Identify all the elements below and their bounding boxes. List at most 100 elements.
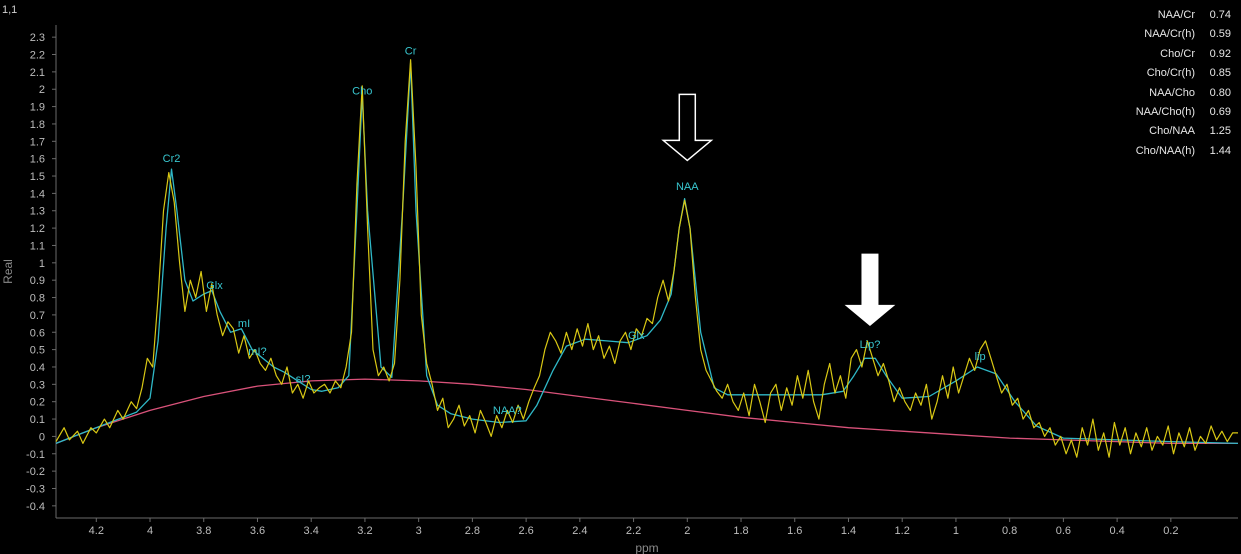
y-tick-label: 1.5: [30, 171, 45, 183]
y-tick-label: 1.6: [30, 154, 45, 166]
ratio-row: NAA/Cho 0.80: [1136, 84, 1231, 103]
y-tick-label: 2.1: [30, 67, 45, 79]
ratio-value: 0.69: [1209, 105, 1231, 118]
ratio-value: 0.74: [1209, 9, 1231, 21]
x-tick-label: 1: [953, 525, 959, 537]
x-axis-title: ppm: [635, 541, 658, 554]
y-tick-label: 1: [39, 258, 45, 270]
x-tick-label: 1.4: [841, 525, 856, 537]
y-tick-label: 2.2: [30, 50, 45, 62]
fit-series-line: [55, 62, 1239, 445]
x-tick-label: 0.2: [1163, 525, 1178, 537]
y-tick-label: 0.5: [30, 345, 45, 357]
ratio-name: Cho/Cr(h): [1146, 67, 1195, 80]
ratio-name: NAA/Cr: [1157, 9, 1195, 21]
x-tick-label: 2.4: [572, 525, 587, 537]
peak-label: Cr: [405, 46, 417, 58]
peak-label: mI?: [248, 346, 266, 358]
y-tick-label: 1.7: [30, 136, 45, 148]
y-tick-label: -0.3: [26, 483, 45, 495]
measured-series-line: [55, 59, 1238, 458]
ratio-name: NAA/Cr(h): [1144, 28, 1195, 41]
x-tick-label: 1.8: [733, 525, 748, 537]
peak-label: sI?: [296, 374, 311, 386]
peak-labels: Cr2 Glx mI mI? sI? Cho Cr NAA? Glx NAA Lip? lip: [163, 46, 986, 417]
ratio-name: Cho/Cr: [1160, 47, 1195, 60]
ratio-row: NAA/Cr 0.74: [1136, 6, 1231, 25]
peak-label: Glx: [206, 280, 223, 292]
peak-label: Glx: [628, 330, 645, 342]
ratio-name: NAA/Cho(h): [1135, 105, 1195, 118]
ratio-value: 1.25: [1209, 125, 1231, 138]
ratio-value: 0.80: [1209, 86, 1231, 99]
peak-label: Cho: [352, 85, 372, 97]
x-tick-label: 3: [416, 525, 422, 537]
x-tick-label: 0.4: [1109, 525, 1124, 537]
y-tick-label: -0.1: [26, 449, 45, 461]
peak-label: Lip?: [860, 339, 881, 351]
y-tick-label: 2.3: [30, 32, 45, 44]
ratio-value: 1.44: [1209, 144, 1231, 157]
ratio-row: Cho/Cr(h) 0.85: [1136, 64, 1231, 83]
y-tick-label: 1.8: [30, 119, 45, 131]
y-axis-title: Real: [1, 259, 15, 284]
x-tick-label: 1.2: [895, 525, 910, 537]
y-tick-label: 1.4: [30, 188, 45, 200]
y-tick-label: 0.2: [30, 397, 45, 409]
x-axis-ticks: 4.2 4 3.8 3.6 3.4 3.2 3 2.8 2.6 2.4 2.2 2 1.8 1.6 1.4 1…: [89, 518, 1178, 537]
x-tick-label: 3.2: [357, 525, 372, 537]
x-tick-label: 3.4: [304, 525, 319, 537]
y-tick-label: 2: [39, 84, 45, 96]
y-axis-ticks: 2.3 2.2 2.1 2 1.9 1.8 1.7 1.6 1.5 1.4 1.3 1.2 1.1 1 0.…: [26, 32, 56, 513]
peak-label: lip: [975, 351, 986, 363]
ratio-row: Cho/Cr 0.92: [1136, 45, 1231, 64]
x-tick-label: 0.6: [1056, 525, 1071, 537]
x-tick-label: 0.8: [1002, 525, 1017, 537]
ratio-name: Cho/NAA: [1149, 125, 1195, 138]
peak-label: NAA: [676, 181, 699, 193]
peak-label: NAA?: [493, 405, 522, 417]
ratio-panel: NAA/Cr 0.74 NAA/Cr(h) 0.59 Cho/Cr 0.92 Cho/…: [1136, 6, 1231, 161]
ratio-row: Cho/NAA(h) 1.44: [1136, 142, 1231, 161]
x-tick-label: 2.2: [626, 525, 641, 537]
outline-down-arrow-icon: [661, 93, 714, 162]
ratio-value: 0.85: [1209, 67, 1231, 80]
y-tick-label: -0.2: [26, 466, 45, 478]
x-tick-label: 2: [684, 525, 690, 537]
y-tick-label: 0.6: [30, 327, 45, 339]
y-tick-label: 1.1: [30, 240, 45, 252]
ratio-value: 0.59: [1209, 28, 1231, 41]
ratio-row: NAA/Cho(h) 0.69: [1136, 103, 1231, 122]
x-tick-label: 4: [147, 525, 153, 537]
y-tick-label: 0.3: [30, 379, 45, 391]
y-tick-label: 0.7: [30, 310, 45, 322]
y-tick-label: 1.2: [30, 223, 45, 235]
y-tick-label: 0: [39, 431, 45, 443]
ratio-value: 0.92: [1209, 47, 1231, 60]
x-tick-label: 2.6: [518, 525, 533, 537]
x-tick-label: 4.2: [89, 525, 104, 537]
y-tick-label: 0.8: [30, 293, 45, 305]
x-tick-label: 2.8: [465, 525, 480, 537]
axes: [55, 25, 1238, 519]
x-tick-label: 3.8: [196, 525, 211, 537]
filled-down-arrow-icon: [844, 253, 896, 326]
y-tick-label: 0.1: [30, 414, 45, 426]
annotation-arrows: [661, 93, 896, 326]
y-tick-label: 1.9: [30, 102, 45, 114]
series-layer: [55, 59, 1239, 458]
y-tick-label: -0.4: [26, 501, 45, 513]
ratio-row: NAA/Cr(h) 0.59: [1136, 25, 1231, 44]
ratio-row: Cho/NAA 1.25: [1136, 122, 1231, 141]
baseline-series-line: [55, 378, 1238, 445]
x-tick-label: 3.6: [250, 525, 265, 537]
y-tick-label: 0.9: [30, 275, 45, 287]
peak-label: mI: [238, 318, 250, 330]
peak-label: Cr2: [163, 153, 181, 165]
viewport-index-label: 1,1: [2, 4, 18, 16]
ratio-name: NAA/Cho: [1149, 86, 1195, 99]
ratio-name: Cho/NAA(h): [1135, 144, 1195, 157]
y-tick-label: 0.4: [30, 362, 45, 374]
x-tick-label: 1.6: [787, 525, 802, 537]
